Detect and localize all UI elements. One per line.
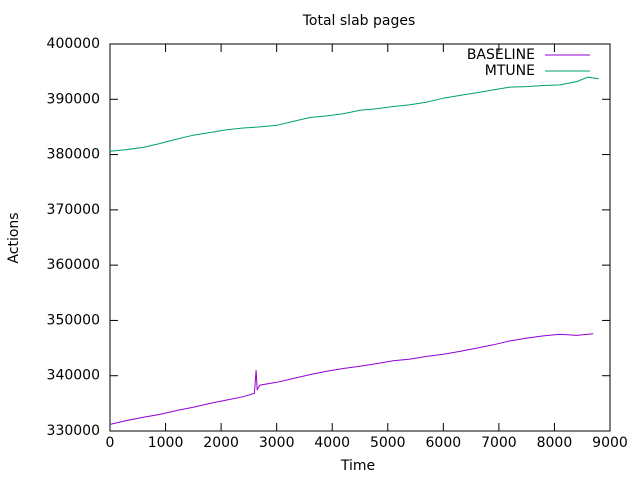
y-tick-label: 350000 xyxy=(47,312,100,328)
y-tick-label: 390000 xyxy=(47,91,100,107)
y-tick-label: 330000 xyxy=(47,423,100,439)
series-line xyxy=(109,333,594,425)
x-tick-label: 7000 xyxy=(481,435,517,451)
y-tick-label: 370000 xyxy=(47,202,100,218)
y-axis-label: Actions xyxy=(6,212,22,263)
y-tick-label: 340000 xyxy=(47,368,100,384)
x-tick-label: 4000 xyxy=(314,435,350,451)
plot-frame xyxy=(109,43,611,432)
legend-label: BASELINE xyxy=(467,47,535,63)
chart-title: Total slab pages xyxy=(302,13,416,29)
legend-label: MTUNE xyxy=(485,63,535,79)
x-tick-label: 2000 xyxy=(203,435,239,451)
y-tick-label: 380000 xyxy=(47,147,100,163)
x-tick-label: 1000 xyxy=(148,435,184,451)
x-tick-label: 5000 xyxy=(370,435,406,451)
y-tick-label: 360000 xyxy=(47,257,100,273)
x-tick-label: 6000 xyxy=(426,435,462,451)
y-tick-label: 400000 xyxy=(47,36,100,52)
x-tick-label: 9000 xyxy=(592,435,628,451)
x-tick-label: 0 xyxy=(106,435,115,451)
x-tick-label: 8000 xyxy=(537,435,573,451)
x-axis-label: Time xyxy=(340,458,375,474)
series-line xyxy=(109,76,599,152)
x-tick-label: 3000 xyxy=(259,435,295,451)
